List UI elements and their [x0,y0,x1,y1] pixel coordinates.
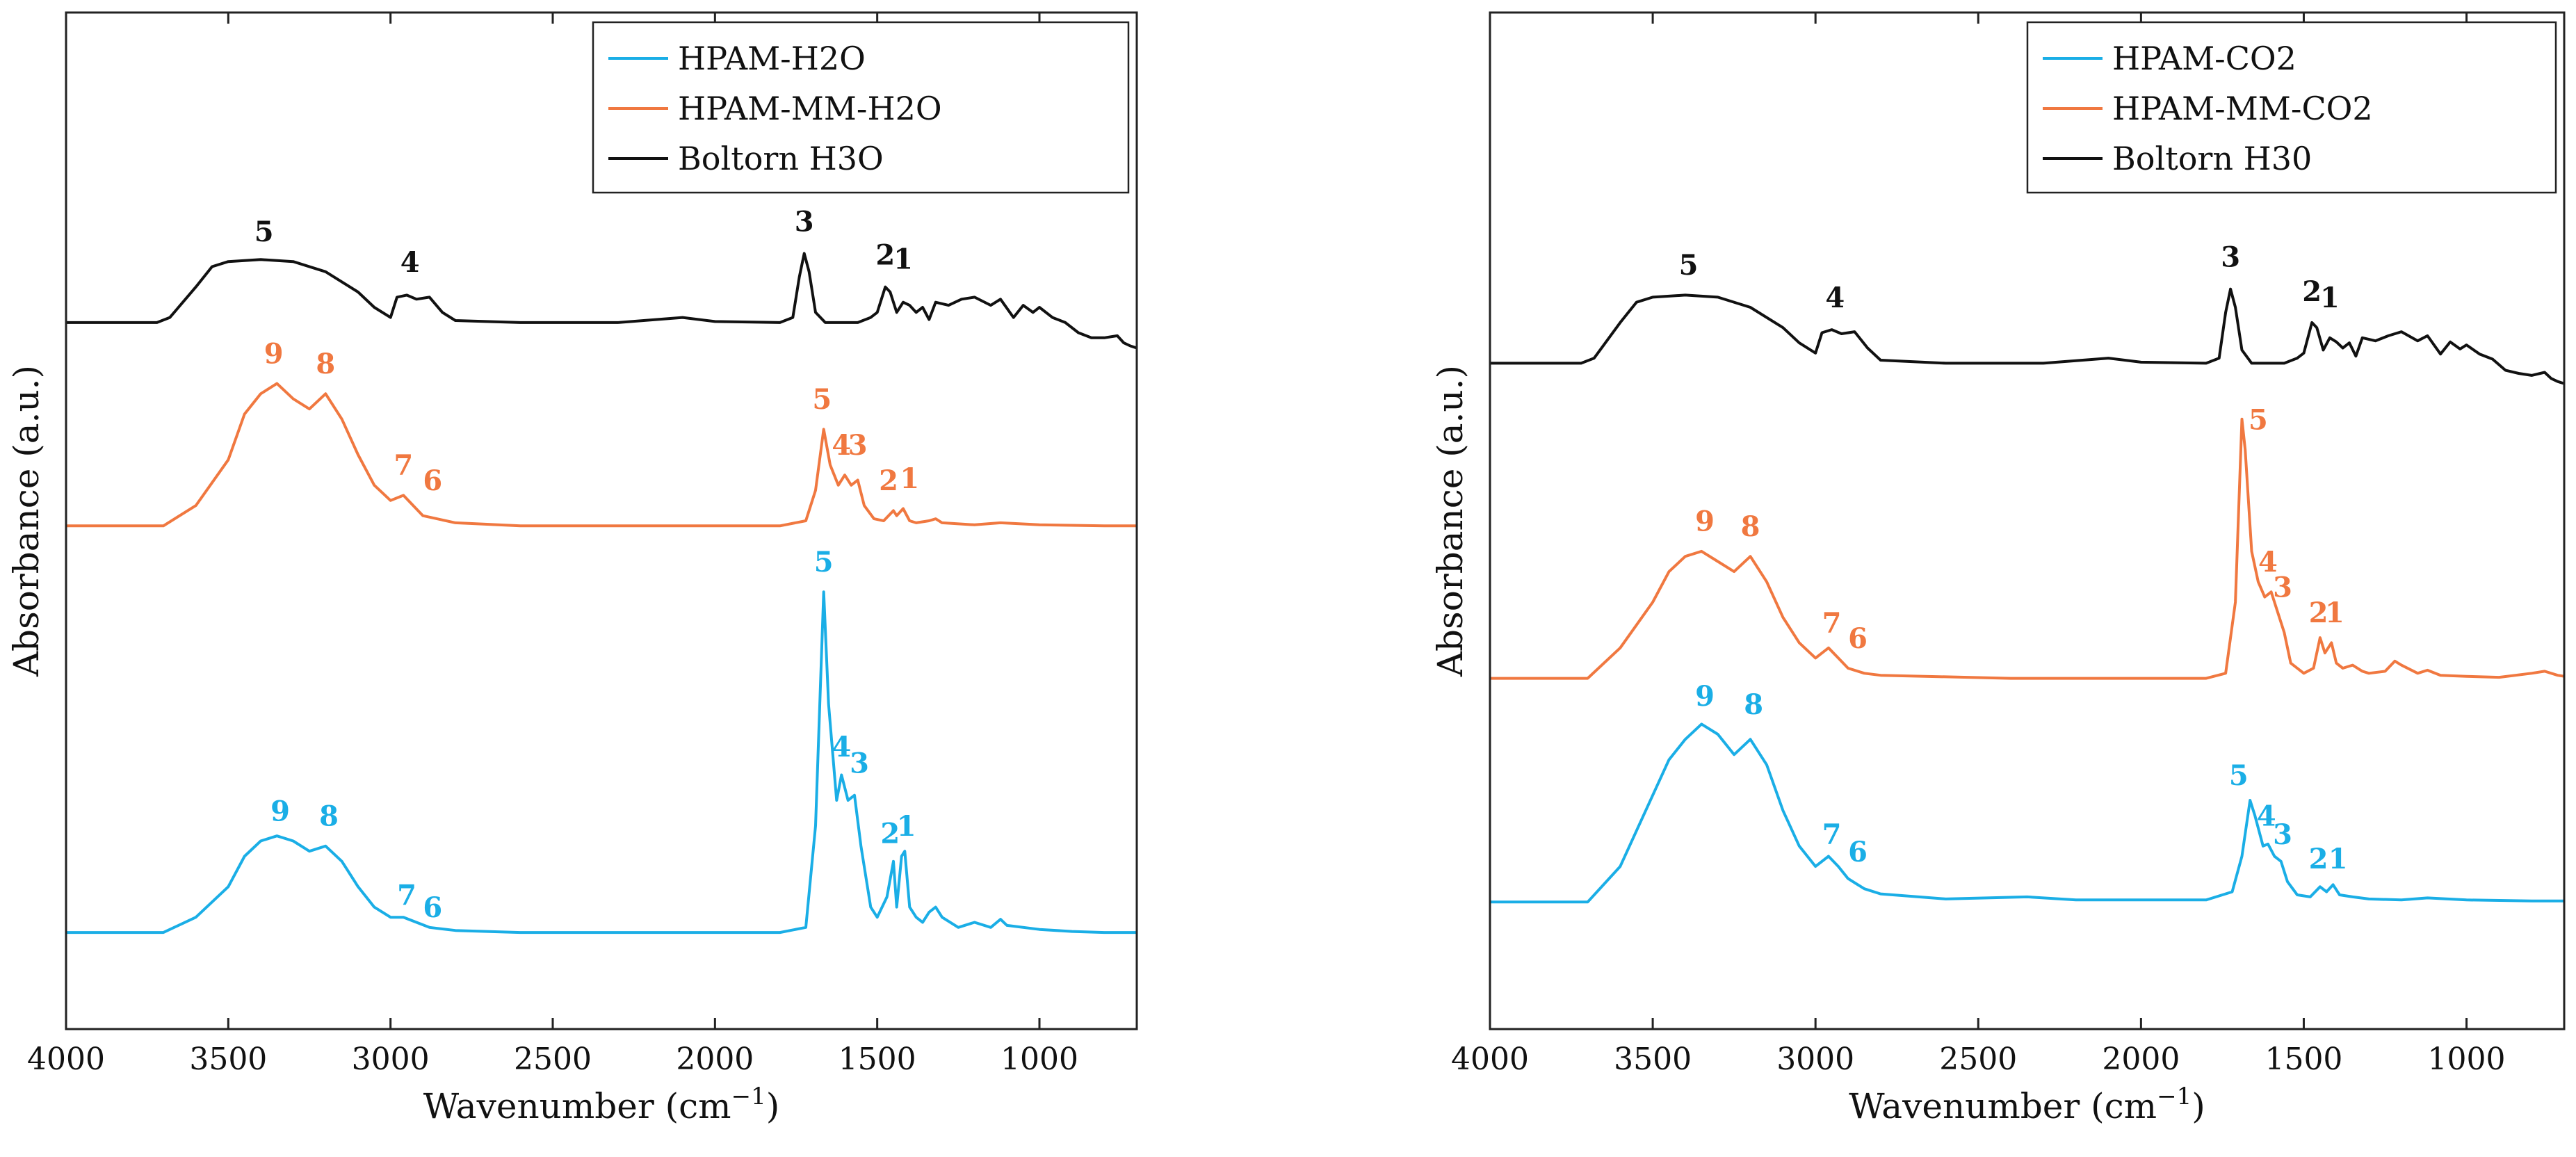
peak-label: 8 [1744,688,1763,721]
plot-frame [1489,11,2566,1030]
legend-entry: HPAM-CO2 [2112,40,2296,77]
peak-label: 2 [879,464,898,497]
x-tick-label: 2500 [1939,1042,2017,1077]
peak-label: 7 [394,449,413,482]
x-tick-label: 2500 [514,1042,592,1077]
peak-label: 1 [2328,843,2348,875]
legend-entry: HPAM-H2O [678,40,866,77]
peak-label: 6 [1848,622,1868,655]
peak-label: 4 [400,246,420,279]
x-tick-label: 4000 [27,1042,105,1077]
x-tick-label: 3000 [352,1042,430,1077]
peak-label: 1 [2325,597,2344,629]
x-tick-label: 3000 [1776,1042,1854,1077]
peak-label: 5 [254,216,274,248]
x-tick-label: 3500 [189,1042,267,1077]
peak-label: 6 [423,891,442,924]
peak-label: 4 [2258,546,2278,578]
peak-label: 3 [2273,572,2292,604]
peak-label: 2 [880,817,900,850]
peak-label: 2 [2302,275,2322,308]
series-line-boltorn-h30 [1490,287,2565,385]
peak-label: 4 [1825,282,1845,314]
series-line-boltorn-h3o [66,252,1137,350]
peak-label: 9 [264,337,284,370]
y-axis-title: Absorbance (a.u.) [1430,365,1471,677]
peak-label: 4 [2257,800,2276,833]
plot-frame [65,11,1138,1030]
peak-label: 8 [319,800,339,833]
peak-label: 1 [900,462,919,495]
peak-label: 7 [397,880,416,912]
series-line-hpam-mm-h2o [66,382,1137,528]
series-line-hpam-co2 [1490,722,2564,904]
peak-label: 5 [814,546,834,578]
peak-label: 8 [316,348,335,380]
peak-label: 3 [795,205,814,238]
x-tick-label: 3500 [1614,1042,1692,1077]
x-tick-label: 1500 [839,1042,916,1077]
peak-label: 5 [2249,403,2268,436]
peak-label: 2 [2309,597,2328,629]
x-tick-label: 1000 [2428,1042,2506,1077]
peak-label: 3 [848,429,868,462]
peak-label: 5 [812,383,832,416]
peak-label: 4 [832,731,851,763]
x-tick-label: 1000 [1001,1042,1078,1077]
peak-label: 1 [2320,282,2340,314]
peak-label: 3 [2273,818,2292,851]
legend-entry: Boltorn H3O [678,140,884,177]
peak-label: 9 [1695,680,1715,713]
peak-label: 1 [897,810,916,843]
peak-label: 3 [850,747,869,780]
peak-label: 5 [2229,759,2249,792]
series-line-hpam-h2o [66,590,1137,934]
legend-box [2026,21,2557,194]
x-tick-label: 2000 [2102,1042,2180,1077]
x-tick-label: 1500 [2265,1042,2342,1077]
legend-entry: HPAM-MM-CO2 [2112,90,2373,127]
peak-label: 9 [1695,505,1715,538]
peak-label: 5 [1679,249,1699,282]
peak-label: 7 [1822,818,1842,851]
x-axis-title: Wavenumber (cm−1) [1849,1083,2205,1126]
x-axis-title: Wavenumber (cm−1) [423,1083,779,1126]
legend-box [592,21,1130,194]
peak-label: 4 [832,429,851,462]
peak-label: 6 [423,464,442,497]
legend-entry: HPAM-MM-H2O [678,90,942,127]
peak-label: 2 [875,239,895,272]
series-line-hpam-mm-co2 [1490,417,2565,680]
peak-label: 3 [2221,241,2240,274]
x-tick-label: 2000 [676,1042,754,1077]
peak-label: 6 [1848,836,1868,868]
peak-label: 7 [1822,607,1842,640]
peak-label: 8 [1741,510,1760,543]
peak-label: 1 [893,243,913,275]
legend-entry: Boltorn H30 [2112,140,2312,177]
y-axis-title: Absorbance (a.u.) [6,365,47,677]
peak-label: 2 [2309,843,2328,875]
x-tick-label: 4000 [1451,1042,1529,1077]
peak-label: 9 [270,795,290,827]
